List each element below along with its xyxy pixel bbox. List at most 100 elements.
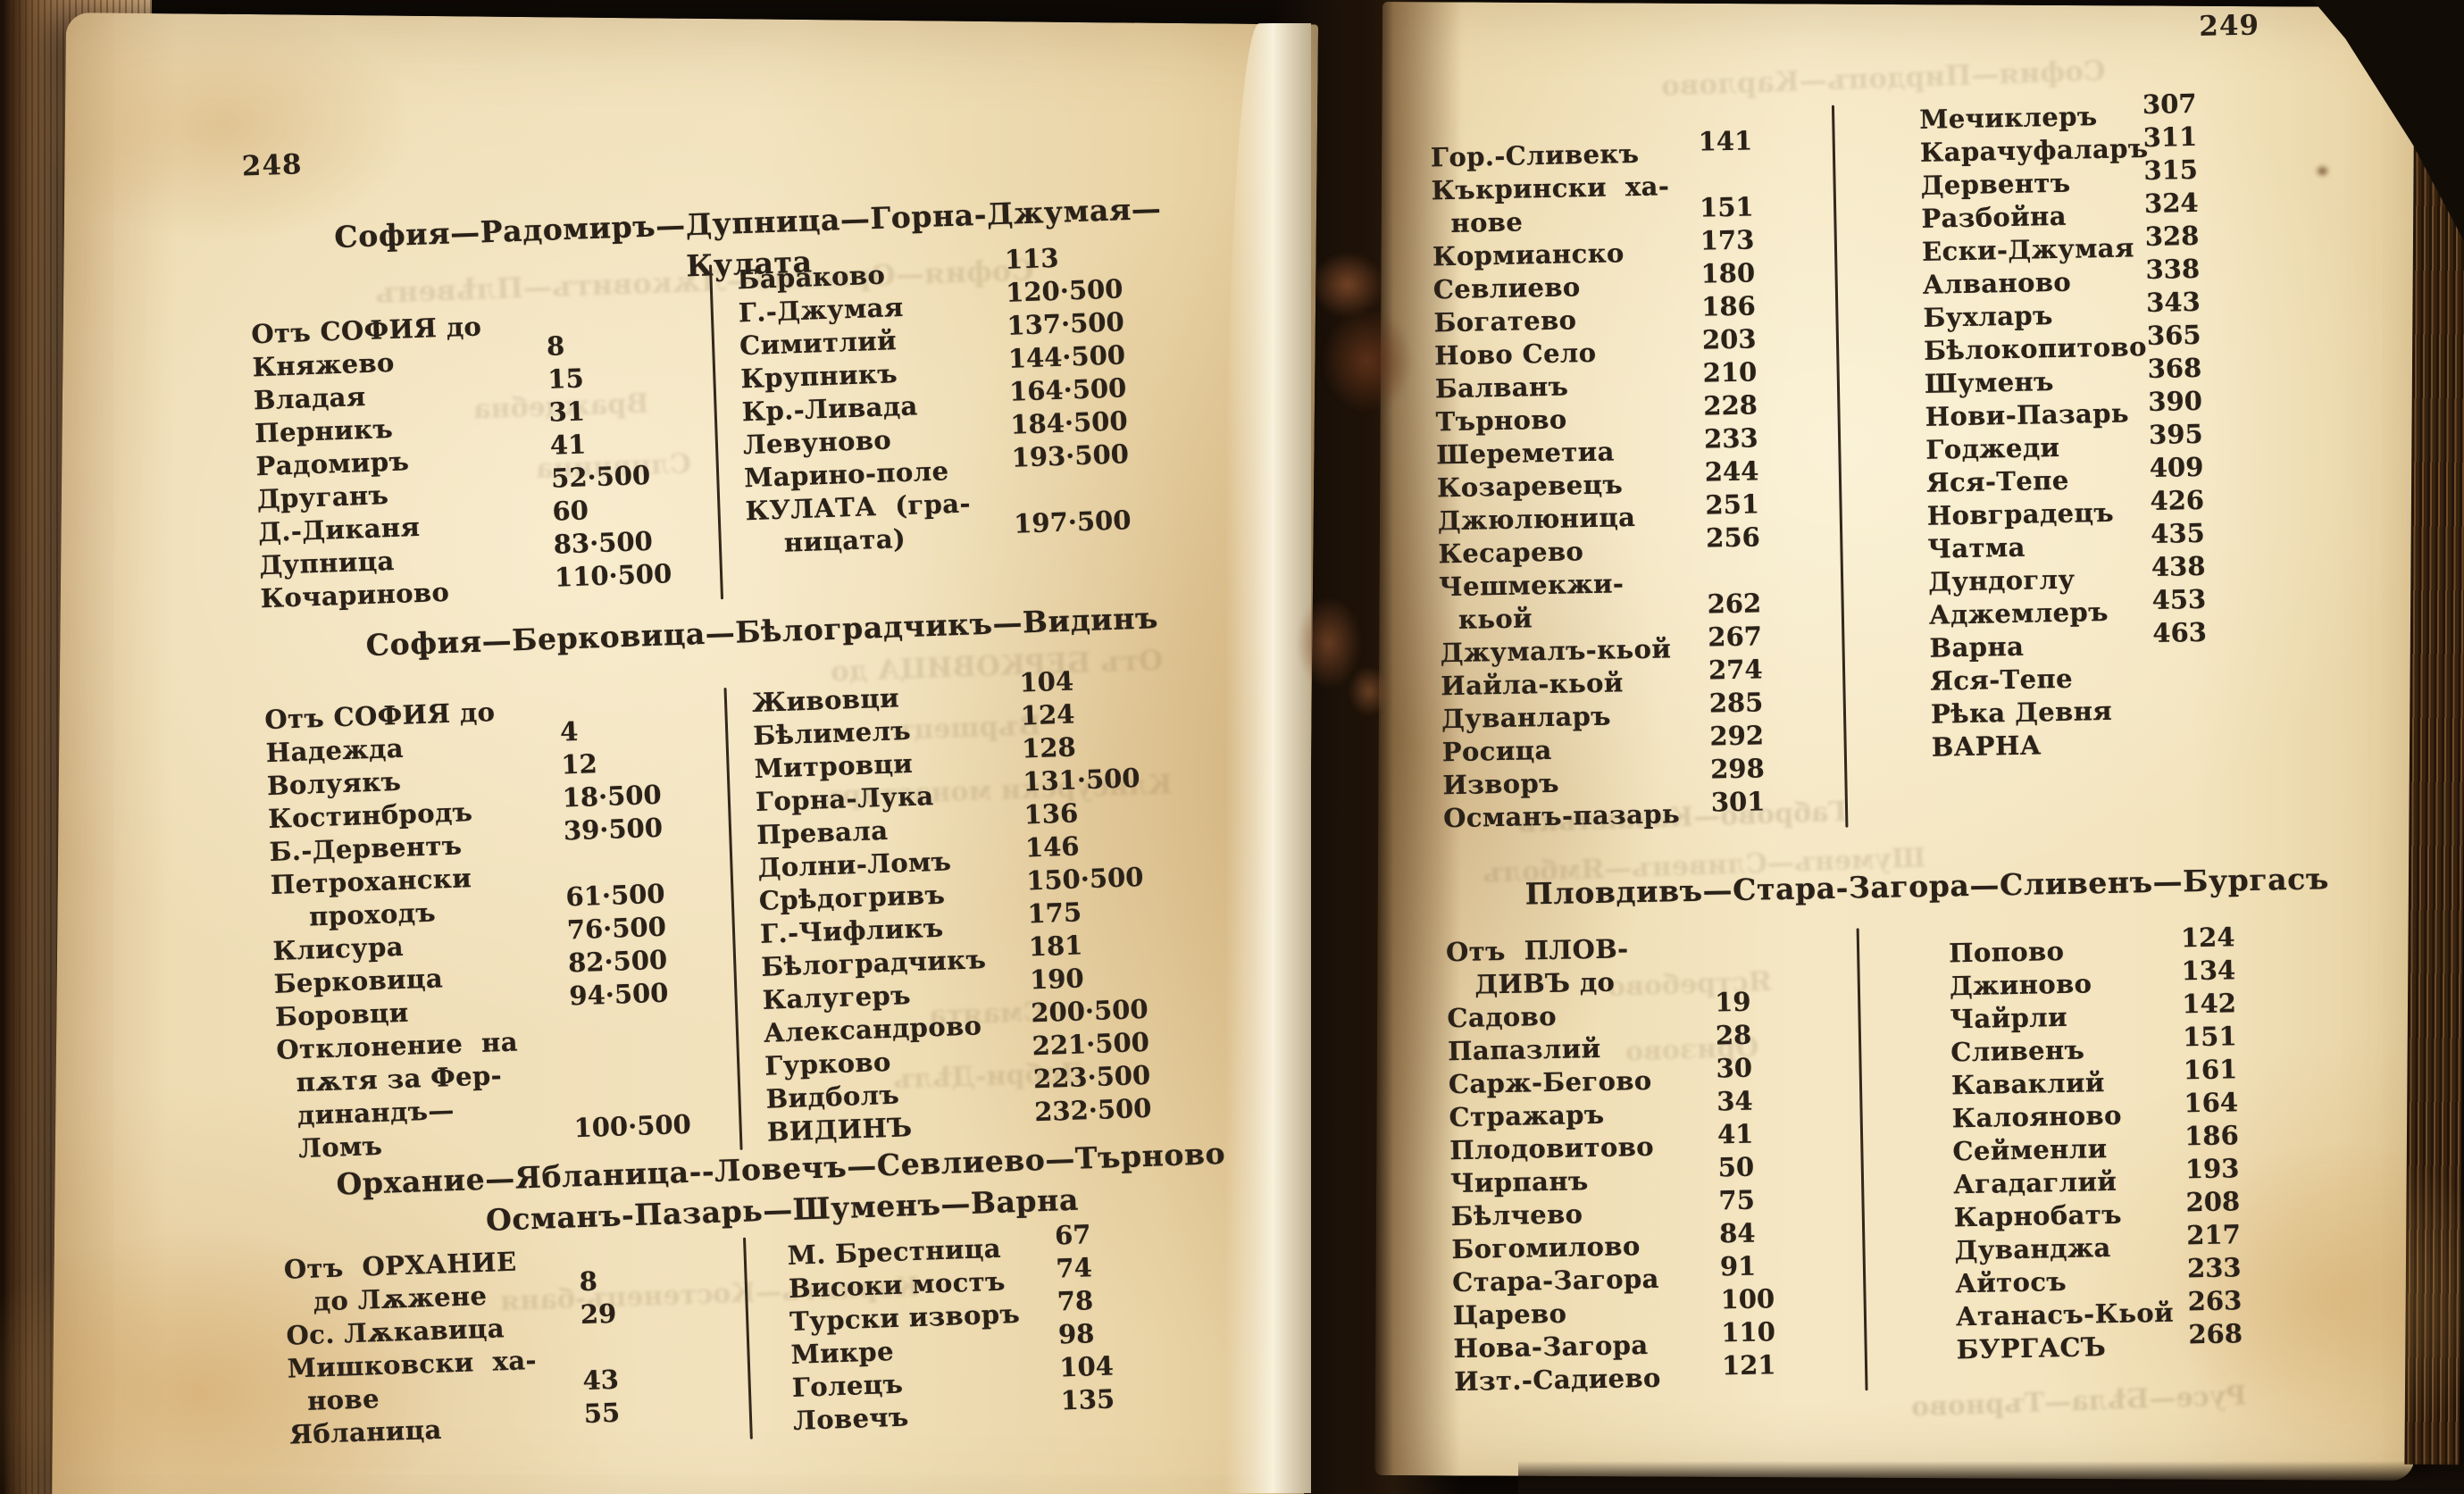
- distance-value: 75: [1718, 1184, 1756, 1216]
- station-name: Богомилово: [1451, 1231, 1641, 1265]
- station-name: Къкрински ха- нове: [1431, 171, 1670, 239]
- distance-value: 268: [2188, 1318, 2243, 1350]
- stain: [1349, 666, 1390, 716]
- station-name: Росица: [1441, 734, 1552, 768]
- distance-value: 267: [1708, 621, 1763, 653]
- station-name: Бѣлчево: [1450, 1198, 1583, 1232]
- station-name: Стара-Загора: [1451, 1263, 1660, 1298]
- distance-value: [2155, 747, 2298, 749]
- table-row: Изт.-Садиево 121: [1454, 1349, 1866, 1398]
- distance-value: 390: [2148, 385, 2203, 418]
- distance-value: 41: [1716, 1118, 1754, 1150]
- distance-value: 50: [1717, 1151, 1755, 1183]
- distance-value: 262: [1707, 588, 1762, 620]
- distance-value: 151: [1699, 191, 1754, 223]
- station-name: Ески-Джумая: [1921, 232, 2135, 267]
- station-name: Шереметиа: [1436, 436, 1616, 471]
- distance-value: 315: [2143, 154, 2199, 187]
- station-name: Нова-Загора: [1453, 1329, 1649, 1365]
- distance-value: 395: [2148, 418, 2203, 451]
- station-name: Отъ ПЛОВ- ДИВЪ до: [1445, 933, 1629, 1001]
- station-name: Яся-Тепе: [1925, 464, 2069, 498]
- distance-value: 203: [1701, 323, 1757, 355]
- station-name: Бухларъ: [1923, 300, 2054, 333]
- station-name: Гор.-Сливекъ: [1430, 138, 1640, 173]
- distance-value: 453: [2151, 583, 2207, 615]
- station-name: Сейменли: [1952, 1133, 2108, 1167]
- distance-value: 285: [1708, 687, 1764, 719]
- route-title-plovdiv-burgas: Пловдивъ—Стара-Загора—Сливенъ—Бургасъ: [1524, 861, 2330, 912]
- station-name: Шуменъ: [1924, 366, 2055, 399]
- station-name: Севлиево: [1432, 271, 1581, 305]
- distance-value: 208: [2185, 1186, 2241, 1218]
- stain: [1311, 252, 1384, 318]
- station-name: Джумалъ-кьой: [1440, 633, 1672, 669]
- foxing-patch: [2170, 1143, 2464, 1447]
- station-name: Садово: [1447, 1000, 1558, 1034]
- distance-value: 34: [1716, 1085, 1753, 1117]
- station-name: Бѣлокопитово: [1923, 331, 2148, 366]
- distance-value: 435: [2150, 517, 2206, 549]
- station-name: Попово: [1948, 935, 2065, 969]
- foxing-patch: [36, 9, 411, 241]
- station-name: Алваново: [1922, 266, 2072, 300]
- gutter-shadow: [1274, 0, 1461, 1494]
- station-name: Чайрли: [1950, 1001, 2068, 1035]
- distance-value: 173: [1700, 224, 1755, 256]
- distance-value: 84: [1718, 1217, 1756, 1249]
- station-name: Сливенъ: [1950, 1034, 2085, 1068]
- station-name: Иайла-кьой: [1441, 667, 1625, 702]
- station-name: Годжеди: [1925, 431, 2060, 465]
- table-row: БУРГАСЪ 268: [1956, 1318, 2323, 1366]
- distance-value: 233: [1703, 422, 1758, 455]
- station-name: Търново: [1435, 404, 1567, 438]
- table-row: Османъ-пазарь 301: [1443, 786, 1846, 836]
- distance-value: 217: [2185, 1219, 2242, 1251]
- table-row: ВАРНА: [1931, 724, 2298, 764]
- distance-value: 193: [2184, 1153, 2240, 1185]
- station-name: Каваклий: [1950, 1067, 2106, 1101]
- distance-table-plovdiv-burgas: Отъ ПЛОВ- ДИВЪ до Садово 19 Папазлий 28 Сарж-…: [1446, 918, 2419, 1399]
- station-name: Аджемлеръ: [1928, 596, 2109, 630]
- distance-value: 365: [2146, 319, 2201, 352]
- distance-value: 28: [1715, 1019, 1752, 1051]
- distance-value: 301: [1710, 786, 1766, 818]
- station-name: Чешмекжи- кьой: [1438, 568, 1625, 636]
- station-name: ВАРНА: [1931, 730, 2042, 763]
- distance-value: 180: [1700, 257, 1756, 289]
- distance-value: 307: [2142, 88, 2197, 121]
- distance-value: 263: [2187, 1285, 2243, 1317]
- distance-value: 338: [2145, 253, 2201, 286]
- distance-value: 409: [2149, 451, 2204, 484]
- distance-value: 30: [1716, 1052, 1753, 1084]
- distance-value: 100: [1720, 1283, 1775, 1315]
- station-name: Плодовитово: [1449, 1131, 1655, 1166]
- station-name: Царево: [1452, 1298, 1567, 1331]
- distance-value: 256: [1705, 522, 1761, 554]
- table-column: Отъ ПЛОВ- ДИВЪ до Садово 19 Папазлий 28 Сарж-…: [1446, 928, 1866, 1398]
- distance-value: 292: [1709, 720, 1765, 752]
- station-name: Балванъ: [1434, 371, 1569, 405]
- station-name: Агадаглий: [1952, 1165, 2117, 1200]
- station-name: Джюлюница: [1437, 502, 1636, 537]
- distance-table-continuation: Гор.-Сливекъ 141 Къкрински ха- нове 151 Корм…: [1430, 88, 2408, 836]
- distance-value: 186: [2184, 1120, 2240, 1152]
- distance-value: 19: [1714, 986, 1751, 1018]
- distance-value: 142: [2181, 988, 2237, 1020]
- station-name: Кормианско: [1432, 238, 1625, 272]
- distance-value: 161: [2183, 1054, 2238, 1086]
- distance-value: 328: [2144, 220, 2200, 253]
- station-name: Папазлий: [1447, 1032, 1601, 1067]
- station-name: Айтосъ: [1954, 1265, 2067, 1299]
- station-name: Атанасъ-Кьой: [1955, 1297, 2175, 1332]
- station-name: Карачуфаларъ: [1919, 132, 2149, 168]
- distance-value: 210: [1702, 356, 1758, 388]
- station-name: Дервентъ: [1920, 167, 2071, 201]
- station-name: Нови-Пазарь: [1925, 397, 2130, 432]
- distance-value: [2154, 714, 2297, 716]
- distance-value: 228: [1703, 389, 1758, 421]
- distance-value: 311: [2142, 121, 2198, 154]
- stain: [2315, 164, 2330, 178]
